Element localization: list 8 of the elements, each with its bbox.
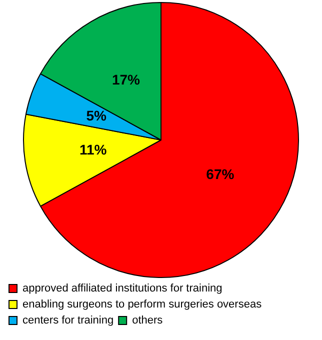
- data-label: 5%: [86, 108, 107, 124]
- legend-label: approved affiliated institutions for training: [22, 282, 222, 295]
- data-label: 17%: [112, 72, 141, 88]
- data-label: 67%: [206, 166, 235, 182]
- legend-label: enabling surgeons to perform surgeries overseas: [22, 298, 262, 311]
- legend-label: others: [132, 314, 164, 327]
- legend-label: centers for training: [22, 314, 114, 327]
- data-label: 11%: [79, 142, 108, 158]
